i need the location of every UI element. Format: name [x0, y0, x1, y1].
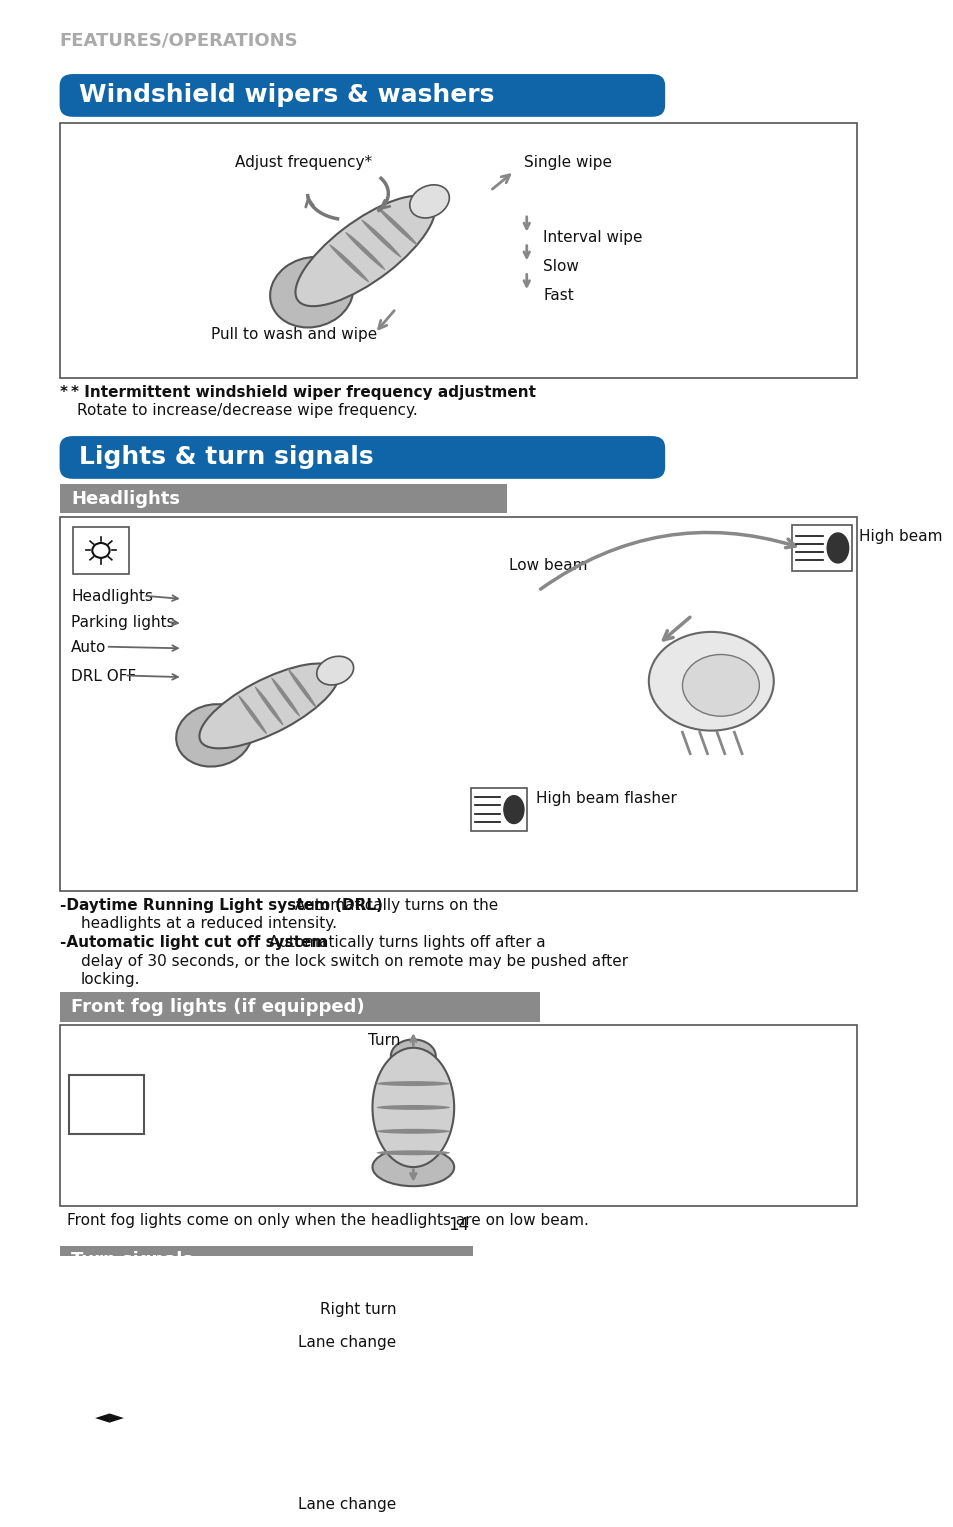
Bar [791, 525, 851, 571]
Text: ≠D: ≠D [79, 1087, 123, 1116]
Text: Lane change: Lane change [297, 1335, 395, 1350]
Text: Lights & turn signals: Lights & turn signals [79, 446, 373, 469]
Text: FEATURES/OPERATIONS: FEATURES/OPERATIONS [59, 31, 298, 49]
Ellipse shape [288, 669, 316, 709]
Text: Low beam: Low beam [509, 557, 587, 573]
Text: Auto: Auto [71, 640, 107, 655]
Text: *: * [59, 385, 72, 400]
Ellipse shape [377, 1454, 448, 1458]
Text: Windshield wipers & washers: Windshield wipers & washers [79, 84, 494, 107]
Text: Single wipe: Single wipe [523, 154, 611, 169]
Text: Headlights: Headlights [71, 490, 180, 507]
Ellipse shape [316, 657, 354, 686]
Bar [59, 516, 857, 892]
Text: delay of 30 seconds, or the lock switch on remote may be pushed after: delay of 30 seconds, or the lock switch … [81, 953, 627, 968]
Ellipse shape [329, 244, 369, 282]
Text: Right turn: Right turn [319, 1301, 395, 1316]
Text: Turn: Turn [368, 1034, 400, 1049]
Ellipse shape [391, 1040, 436, 1073]
Text: High beam: High beam [859, 528, 942, 544]
Text: High beam flasher: High beam flasher [536, 791, 677, 806]
Bar [59, 124, 857, 379]
Text: Lane change: Lane change [297, 1496, 395, 1512]
Bar [59, 1246, 473, 1275]
Text: Front fog lights come on only when the headlights are on low beam.: Front fog lights come on only when the h… [68, 1212, 589, 1228]
Ellipse shape [374, 1367, 453, 1495]
Ellipse shape [826, 533, 848, 563]
Ellipse shape [648, 632, 773, 730]
Ellipse shape [238, 695, 267, 734]
Ellipse shape [377, 1477, 448, 1481]
Text: Headlights: Headlights [71, 589, 153, 605]
Bar [59, 1278, 857, 1527]
Ellipse shape [503, 796, 523, 823]
Ellipse shape [270, 257, 353, 327]
Ellipse shape [377, 1428, 448, 1434]
Ellipse shape [295, 195, 435, 307]
Text: Turn signals: Turn signals [71, 1252, 193, 1269]
Ellipse shape [345, 232, 385, 270]
Text: Slow: Slow [542, 260, 578, 275]
FancyBboxPatch shape [59, 437, 664, 479]
Text: * Intermittent windshield wiper frequency adjustment: * Intermittent windshield wiper frequenc… [71, 385, 536, 400]
Bar [70, 1075, 144, 1133]
Text: 14: 14 [448, 1215, 469, 1234]
Ellipse shape [392, 1358, 435, 1394]
Text: -Automatic light cut off system: -Automatic light cut off system [59, 936, 327, 950]
Text: ◄►: ◄► [94, 1408, 125, 1426]
Text: Adjust frequency*: Adjust frequency* [235, 154, 373, 169]
Text: DRL OFF: DRL OFF [71, 669, 136, 684]
Text: Fast: Fast [542, 289, 574, 302]
Ellipse shape [377, 208, 417, 246]
Ellipse shape [376, 1106, 450, 1110]
Text: Parking lights: Parking lights [71, 615, 174, 631]
Text: -Daytime Running Light system (DRL): -Daytime Running Light system (DRL) [59, 898, 382, 913]
Text: Pull to wash and wipe: Pull to wash and wipe [212, 327, 377, 342]
Ellipse shape [254, 687, 283, 725]
Ellipse shape [271, 678, 299, 716]
Ellipse shape [372, 1148, 454, 1186]
Ellipse shape [377, 1403, 448, 1408]
Ellipse shape [361, 220, 401, 258]
Text: Automatically turns on the: Automatically turns on the [290, 898, 498, 913]
Text: Front fog lights (if equipped): Front fog lights (if equipped) [71, 999, 364, 1015]
Text: Rotate to increase/decrease wipe frequency.: Rotate to increase/decrease wipe frequen… [77, 403, 417, 418]
FancyBboxPatch shape [59, 73, 664, 118]
Text: headlights at a reduced intensity.: headlights at a reduced intensity. [81, 916, 336, 931]
Text: locking.: locking. [81, 971, 140, 986]
Ellipse shape [176, 704, 252, 767]
Ellipse shape [410, 185, 449, 218]
Ellipse shape [372, 1048, 454, 1167]
Ellipse shape [374, 1474, 453, 1515]
Bar [59, 484, 506, 513]
Bar [70, 1397, 151, 1446]
Bar [471, 788, 526, 831]
Text: Interval wipe: Interval wipe [542, 231, 642, 246]
Ellipse shape [376, 1081, 450, 1086]
Bar [59, 993, 539, 1022]
Ellipse shape [376, 1128, 450, 1133]
Bar [59, 1025, 857, 1206]
Ellipse shape [199, 664, 338, 748]
Ellipse shape [681, 655, 759, 716]
Bar [73, 527, 129, 574]
Ellipse shape [376, 1150, 450, 1156]
Text: Automatically turns lights off after a: Automatically turns lights off after a [264, 936, 545, 950]
